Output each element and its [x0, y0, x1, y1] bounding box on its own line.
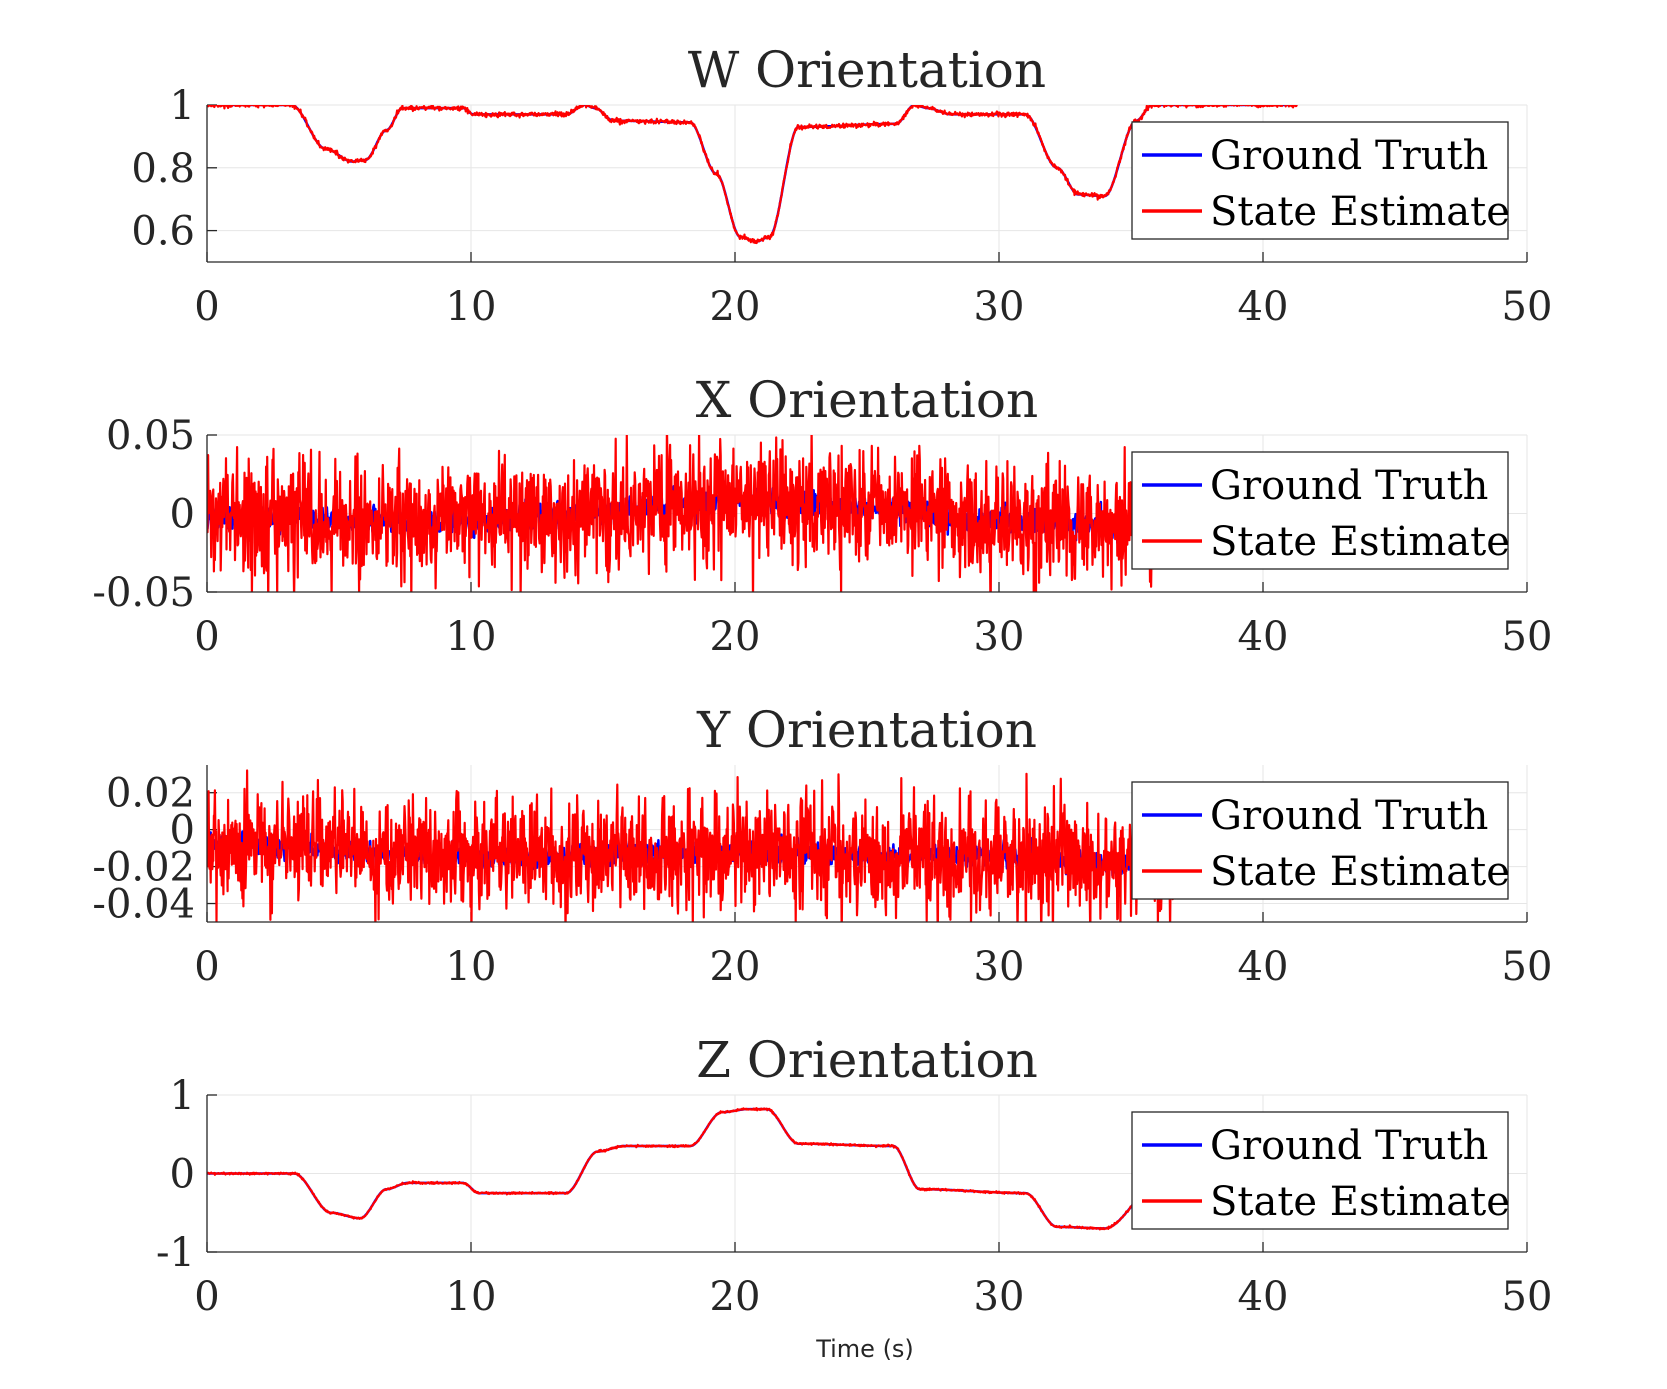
x-tick-label: 50 [1502, 944, 1553, 990]
subplot-title: Y Orientation [696, 701, 1037, 759]
x-axis-label: Time (s) [815, 1335, 914, 1363]
y-tick-label: 0.8 [131, 146, 195, 192]
legend: Ground Truth State Estimate [1131, 451, 1510, 570]
x-tick-label: 40 [1238, 614, 1289, 660]
x-tick-label: 0 [194, 944, 219, 990]
x-tick-label: 50 [1502, 284, 1553, 330]
legend-label: State Estimate [1210, 849, 1510, 895]
legend-box [1131, 451, 1509, 570]
y-tick-label: 0.05 [106, 413, 195, 459]
y-tick-label: 0.02 [106, 771, 195, 817]
plot-area [207, 1107, 1159, 1231]
x-tick-label: 40 [1238, 944, 1289, 990]
x-tick-label: 30 [974, 614, 1025, 660]
y-tick-label: 0 [170, 808, 195, 854]
series-line-ground-truth [207, 1107, 1159, 1230]
subplot-title: W Orientation [688, 41, 1046, 99]
legend-label: Ground Truth [1210, 463, 1488, 509]
series-line-state-estimate [207, 1107, 1159, 1231]
y-tick-label: 0 [170, 492, 195, 538]
x-tick-label: 10 [446, 614, 497, 660]
subplot-0: W Orientation 0 10 20 30 40 50 0.6 0.8 1 Ground Tr… [131, 41, 1552, 330]
series-line-state-estimate [207, 105, 1298, 245]
y-tick-label: 1 [170, 1073, 195, 1119]
x-tick-label: 30 [974, 284, 1025, 330]
subplot-title: X Orientation [696, 371, 1038, 429]
x-tick-label: 20 [710, 614, 761, 660]
y-tick-label: 1 [170, 83, 195, 129]
legend: Ground Truth State Estimate [1131, 781, 1510, 900]
x-tick-label: 0 [194, 614, 219, 660]
x-tick-label: 20 [710, 284, 761, 330]
plot-area [207, 769, 1186, 922]
x-tick-label: 20 [710, 944, 761, 990]
legend-label: State Estimate [1210, 1179, 1510, 1225]
legend-box [1131, 781, 1509, 900]
legend: Ground Truth State Estimate [1131, 121, 1510, 240]
x-tick-label: 0 [194, 284, 219, 330]
x-tick-label: 50 [1502, 614, 1553, 660]
legend-box [1131, 121, 1509, 240]
series-line-state-estimate [207, 769, 1185, 922]
x-tick-label: 10 [446, 944, 497, 990]
y-tick-label: 0.6 [131, 209, 195, 255]
x-tick-label: 0 [194, 1274, 219, 1320]
legend-label: Ground Truth [1210, 793, 1488, 839]
y-tick-label: 0 [170, 1152, 195, 1198]
legend: Ground Truth State Estimate [1131, 1111, 1510, 1230]
legend-label: Ground Truth [1210, 1123, 1488, 1169]
legend-label: State Estimate [1210, 189, 1510, 235]
x-tick-label: 40 [1238, 1274, 1289, 1320]
x-tick-label: 40 [1238, 284, 1289, 330]
x-tick-label: 10 [446, 284, 497, 330]
y-tick-label: -0.05 [92, 570, 195, 616]
subplot-title: Z Orientation [696, 1031, 1038, 1089]
y-tick-label: -1 [156, 1230, 195, 1276]
plot-area [207, 105, 1299, 245]
y-tick-label: -0.02 [92, 845, 195, 891]
x-tick-label: 30 [974, 944, 1025, 990]
y-tick-label: -0.04 [92, 882, 195, 928]
x-tick-label: 50 [1502, 1274, 1553, 1320]
legend-box [1131, 1111, 1509, 1230]
x-tick-label: 10 [446, 1274, 497, 1320]
plot-area [207, 435, 1159, 592]
legend-label: State Estimate [1210, 519, 1510, 565]
x-tick-label: 20 [710, 1274, 761, 1320]
x-tick-label: 30 [974, 1274, 1025, 1320]
series-line-state-estimate [207, 435, 1159, 592]
legend-label: Ground Truth [1210, 133, 1488, 179]
